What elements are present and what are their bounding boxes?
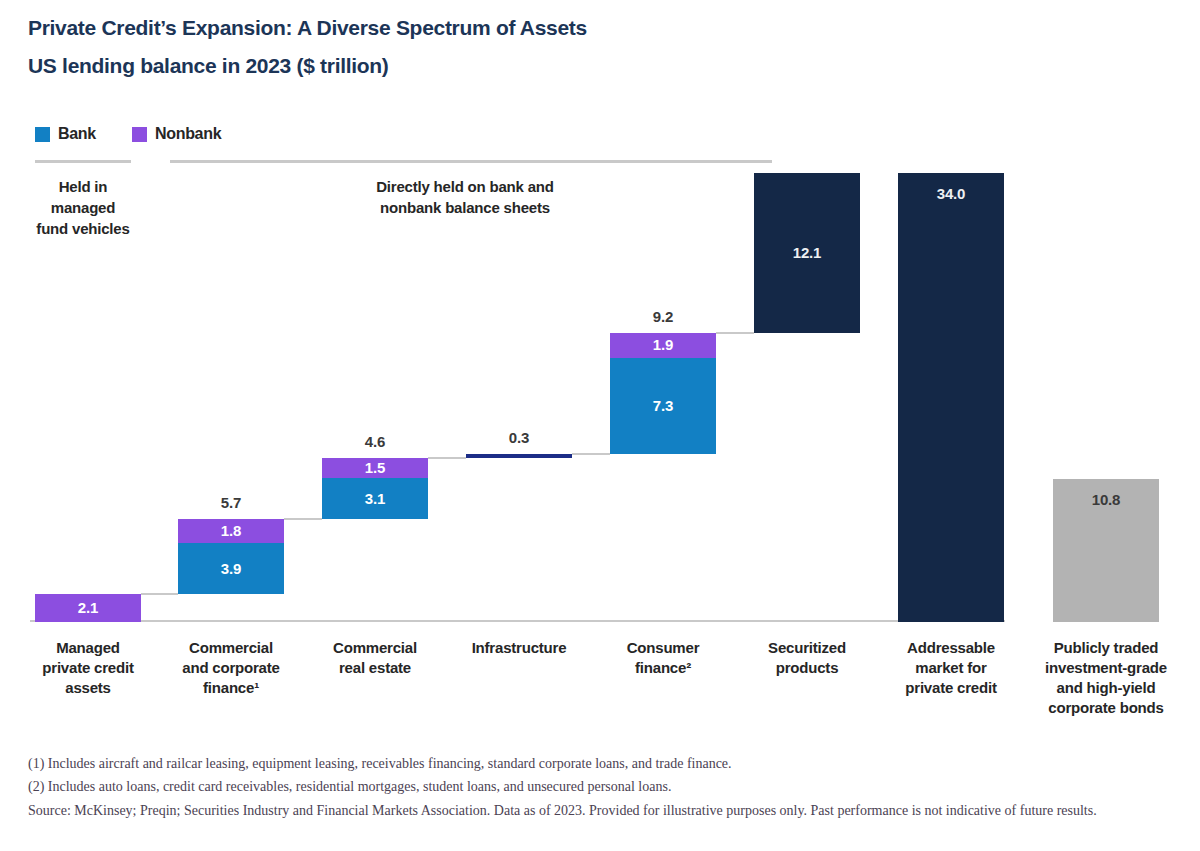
bar-value-label: 7.3	[610, 397, 716, 414]
chart-canvas: 2.1Managed private credit assets3.91.85.…	[0, 0, 1200, 851]
bar-value-label: 1.9	[610, 336, 716, 353]
footnote-2: (2) Includes auto loans, credit card rec…	[28, 779, 671, 795]
bar-total-label: 0.3	[466, 429, 572, 446]
category-label-publicly-traded-investment-grade-and-hig: Publicly traded investment-grade and hig…	[1021, 638, 1191, 718]
category-label-addressable-market-for-private-credit: Addressable market for private credit	[866, 638, 1036, 698]
bar-segment-total-addressable-market	[898, 173, 1004, 622]
connector-line	[284, 518, 322, 520]
source-line: Source: McKinsey; Preqin; Securities Ind…	[28, 803, 1097, 819]
baseline-axis	[30, 620, 1005, 622]
bar-total-label: 9.2	[610, 308, 716, 325]
bar-value-label: 10.8	[1053, 491, 1159, 508]
bar-value-label: 3.9	[178, 560, 284, 577]
connector-line	[716, 332, 754, 334]
connector-line	[141, 593, 178, 595]
bar-segment-bank-and-nonbank	[466, 454, 572, 458]
bar-value-label: 1.5	[322, 459, 428, 476]
bar-value-label: 12.1	[754, 244, 860, 261]
bar-value-label: 34.0	[898, 185, 1004, 202]
footnote-1: (1) Includes aircraft and railcar leasin…	[28, 756, 732, 772]
bar-total-label: 5.7	[178, 494, 284, 511]
bar-value-label: 2.1	[35, 599, 141, 616]
connector-line	[428, 457, 466, 459]
bar-value-label: 1.8	[178, 522, 284, 539]
bar-total-label: 4.6	[322, 433, 428, 450]
chart-page: Private Credit’s Expansion: A Diverse Sp…	[0, 0, 1200, 851]
bar-value-label: 3.1	[322, 490, 428, 507]
connector-line	[572, 453, 610, 455]
